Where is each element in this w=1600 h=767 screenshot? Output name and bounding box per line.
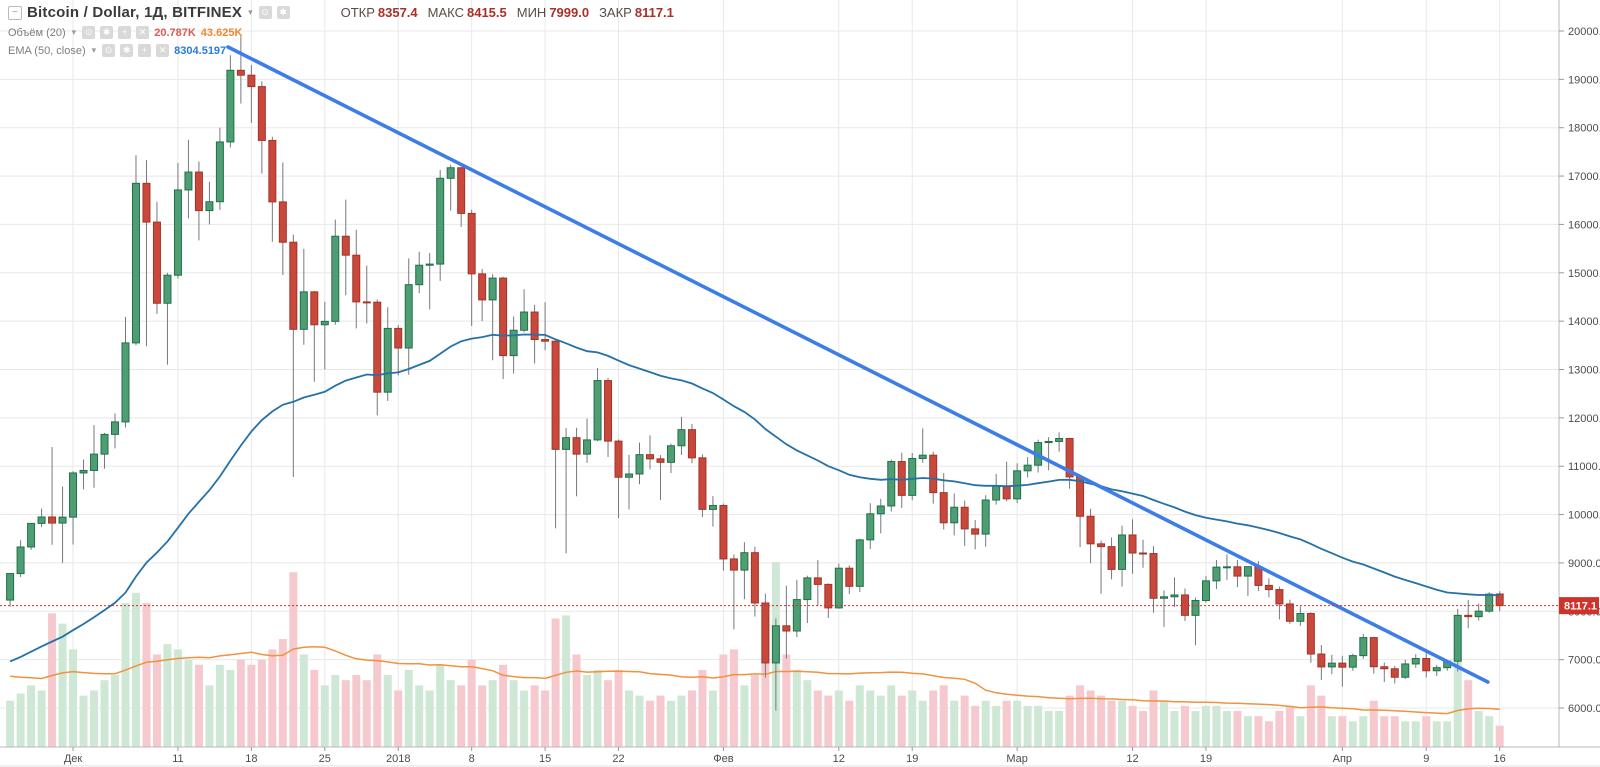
chevron-down-icon[interactable]: ▾ xyxy=(91,45,97,55)
visibility-icon[interactable]: ⊙ xyxy=(82,26,96,39)
svg-text:11000.0: 11000.0 xyxy=(1568,461,1600,473)
volume-current-value: 20.787K xyxy=(154,26,196,39)
ema-indicator-label: EMA (50, close) xyxy=(8,44,86,57)
svg-text:Фев: Фев xyxy=(713,753,733,765)
svg-text:9000.0: 9000.0 xyxy=(1568,558,1600,570)
svg-text:19: 19 xyxy=(906,753,918,765)
chevron-down-icon[interactable]: ▾ xyxy=(71,27,77,37)
settings-icon[interactable]: ✱ xyxy=(100,26,114,39)
settings-icon[interactable]: ✱ xyxy=(120,44,134,57)
close-label: ЗАКР xyxy=(599,5,632,20)
svg-text:19000.0: 19000.0 xyxy=(1568,74,1600,86)
svg-text:22: 22 xyxy=(612,753,624,765)
symbol-legend-row[interactable]: − Bitcoin / Dollar, 1Д, BITFINEX ▾ ⊙ ✱ О… xyxy=(8,4,674,21)
volume-legend-row[interactable]: Объём (20) ▾ ⊙ ✱ + ✕ 20.787K 43.625K xyxy=(8,26,242,39)
ema-line xyxy=(9,333,1500,663)
ohlc-readout: ОТКР 8357.4 МАКС 8415.5 МИН 7999.0 ЗАКР 8117… xyxy=(341,5,674,20)
svg-text:18: 18 xyxy=(245,753,257,765)
svg-text:25: 25 xyxy=(319,753,331,765)
svg-text:19: 19 xyxy=(1200,753,1212,765)
svg-text:13000.0: 13000.0 xyxy=(1568,365,1600,377)
symbol-title[interactable]: Bitcoin / Dollar, 1Д, BITFINEX xyxy=(27,4,243,21)
volume-bars xyxy=(6,561,1504,747)
visibility-icon[interactable]: ⊙ xyxy=(102,44,116,57)
ema-current-value: 8304.5197 xyxy=(174,44,227,57)
close-icon[interactable]: ✕ xyxy=(136,26,150,39)
add-icon[interactable]: + xyxy=(138,44,152,57)
volume-indicator-label: Объём (20) xyxy=(8,26,66,39)
add-icon[interactable]: + xyxy=(118,26,132,39)
visibility-icon[interactable]: ⊙ xyxy=(258,6,272,19)
collapse-legend-icon[interactable]: − xyxy=(8,5,22,20)
svg-text:12000.0: 12000.0 xyxy=(1568,413,1600,425)
svg-text:11: 11 xyxy=(172,753,183,765)
svg-text:8117.1: 8117.1 xyxy=(1564,601,1597,613)
time-axis[interactable]: Дек 11 18 25 2018 8 15 22 Фев 12 19 Мар 12 19 Апр 9 16 xyxy=(0,746,1600,767)
volume-ma-value: 43.625K xyxy=(200,26,243,39)
close-icon[interactable]: ✕ xyxy=(156,44,170,57)
high-value: 8415.5 xyxy=(466,5,507,20)
svg-text:20000.0: 20000.0 xyxy=(1568,26,1600,38)
svg-text:Дек: Дек xyxy=(64,753,83,765)
volume-ma-line xyxy=(10,646,1500,715)
svg-text:8: 8 xyxy=(469,753,475,765)
high-label: МАКС xyxy=(427,5,464,20)
svg-text:10000.0: 10000.0 xyxy=(1568,510,1600,522)
svg-text:Мар: Мар xyxy=(1006,753,1028,765)
open-label: ОТКР xyxy=(340,5,375,20)
low-value: 7999.0 xyxy=(549,5,590,20)
svg-text:16000.0: 16000.0 xyxy=(1568,219,1600,231)
settings-icon[interactable]: ✱ xyxy=(276,6,290,19)
open-value: 8357.4 xyxy=(377,5,418,20)
chevron-down-icon[interactable]: ▾ xyxy=(248,7,253,17)
trendline-drawing[interactable] xyxy=(226,45,1490,684)
svg-text:2018: 2018 xyxy=(386,753,410,765)
svg-text:17000.0: 17000.0 xyxy=(1568,171,1600,183)
svg-text:18000.0: 18000.0 xyxy=(1568,123,1600,135)
svg-text:14000.0: 14000.0 xyxy=(1568,316,1600,328)
svg-text:9: 9 xyxy=(1423,753,1429,765)
svg-text:12: 12 xyxy=(833,753,845,765)
svg-text:15: 15 xyxy=(539,753,551,765)
svg-text:16: 16 xyxy=(1494,753,1506,765)
svg-text:6000.0: 6000.0 xyxy=(1568,703,1600,715)
candles xyxy=(6,36,1504,711)
svg-text:15000.0: 15000.0 xyxy=(1568,268,1600,280)
svg-text:Апр: Апр xyxy=(1333,753,1352,765)
price-axis[interactable]: 20000.0 19000.0 18000.0 17000.0 16000.0 15000… xyxy=(1558,0,1600,747)
svg-text:12: 12 xyxy=(1126,753,1138,765)
last-price-tag: 8117.1 xyxy=(1559,597,1599,615)
svg-text:7000.0: 7000.0 xyxy=(1568,655,1600,667)
ema-legend-row[interactable]: EMA (50, close) ▾ ⊙ ✱ + ✕ 8304.5197 xyxy=(8,44,226,57)
low-label: МИН xyxy=(516,5,547,20)
close-value: 8117.1 xyxy=(634,5,674,20)
